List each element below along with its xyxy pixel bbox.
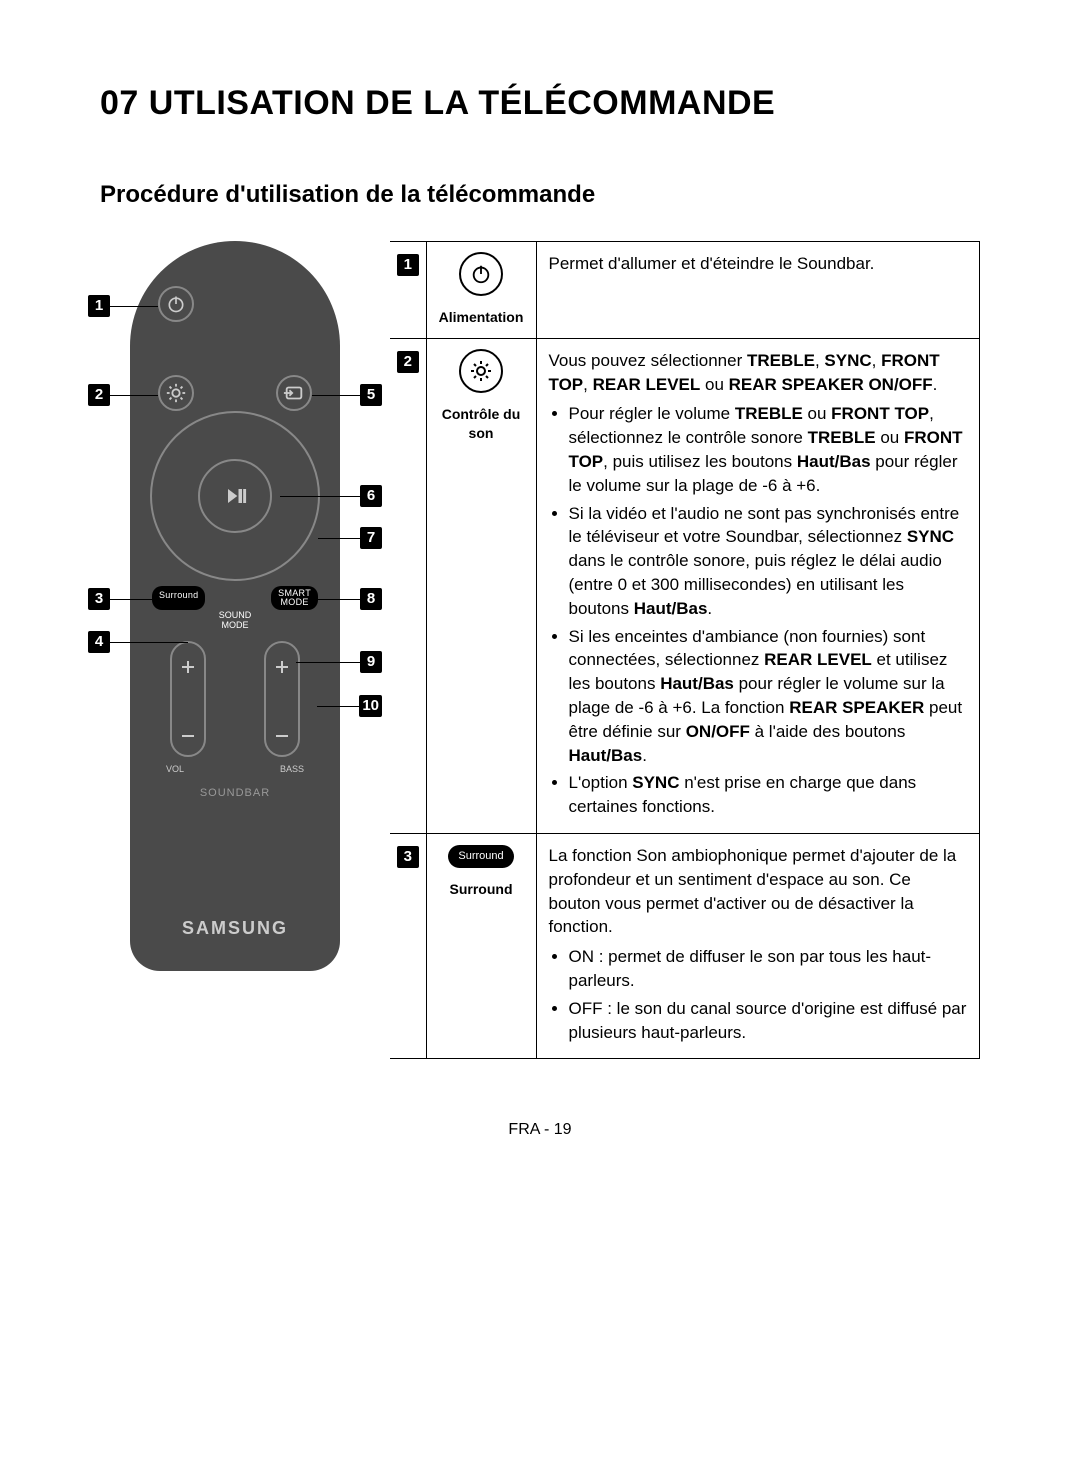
callout-5: 5 xyxy=(360,384,382,406)
bass-label: BASS xyxy=(280,763,304,776)
remote-diagram: Surround SMARTMODE SOUNDMODE VOL BASS SO… xyxy=(100,241,370,971)
power-icon xyxy=(158,286,194,322)
vol-label: VOL xyxy=(166,763,184,776)
page-title: 07 UTLISATION DE LA TÉLÉCOMMANDE xyxy=(100,80,980,128)
row-caption: Contrôle du son xyxy=(439,405,524,444)
section-title: Procédure d'utilisation de la télécomman… xyxy=(100,178,980,212)
callout-3: 3 xyxy=(88,588,110,610)
callout-10: 10 xyxy=(359,695,382,717)
gear-icon xyxy=(158,375,194,411)
list-item: Pour régler le volume TREBLE ou FRONT TO… xyxy=(569,402,968,497)
row-num-1: 1 xyxy=(397,254,419,276)
row-desc: Permet d'allumer et d'éteindre le Soundb… xyxy=(536,242,980,339)
page-footer: FRA - 19 xyxy=(100,1119,980,1141)
surround-chip-icon: Surround xyxy=(448,845,513,868)
list-item: L'option SYNC n'est prise en charge que … xyxy=(569,771,968,819)
table-row: 2 Contrôle du son Vous pouvez sélectionn… xyxy=(390,338,980,833)
source-icon xyxy=(276,375,312,411)
description-table: 1 Alimentation Permet d'allumer et d'éte… xyxy=(390,241,980,1059)
row-num-3: 3 xyxy=(397,846,419,868)
soundbar-label: SOUNDBAR xyxy=(200,786,270,801)
sound-mode-label: SOUNDMODE xyxy=(219,611,252,631)
callout-6: 6 xyxy=(360,485,382,507)
list-item: OFF : le son du canal source d'origine e… xyxy=(569,997,968,1045)
volume-rocker xyxy=(170,641,206,757)
callout-7: 7 xyxy=(360,527,382,549)
list-item: ON : permet de diffuser le son par tous … xyxy=(569,945,968,993)
row-num-2: 2 xyxy=(397,351,419,373)
callout-4: 4 xyxy=(88,631,110,653)
list-item: Si les enceintes d'ambiance (non fournie… xyxy=(569,625,968,768)
bass-rocker xyxy=(264,641,300,757)
smart-mode-chip: SMARTMODE xyxy=(271,586,318,610)
list-item: Si la vidéo et l'audio ne sont pas synch… xyxy=(569,502,968,621)
row-caption: Alimentation xyxy=(439,308,524,328)
row-caption: Surround xyxy=(439,880,524,900)
callout-9: 9 xyxy=(360,651,382,673)
table-row: 3 Surround Surround La fonction Son ambi… xyxy=(390,833,980,1058)
samsung-logo: SAMSUNG xyxy=(182,916,288,941)
table-row: 1 Alimentation Permet d'allumer et d'éte… xyxy=(390,242,980,339)
play-pause-icon xyxy=(198,459,272,533)
power-icon xyxy=(459,252,503,296)
callout-1: 1 xyxy=(88,295,110,317)
callout-2: 2 xyxy=(88,384,110,406)
callout-8: 8 xyxy=(360,588,382,610)
row-desc: La fonction Son ambiophonique permet d'a… xyxy=(536,833,980,1058)
gear-icon xyxy=(459,349,503,393)
row-desc: Vous pouvez sélectionner TREBLE, SYNC, F… xyxy=(536,338,980,833)
